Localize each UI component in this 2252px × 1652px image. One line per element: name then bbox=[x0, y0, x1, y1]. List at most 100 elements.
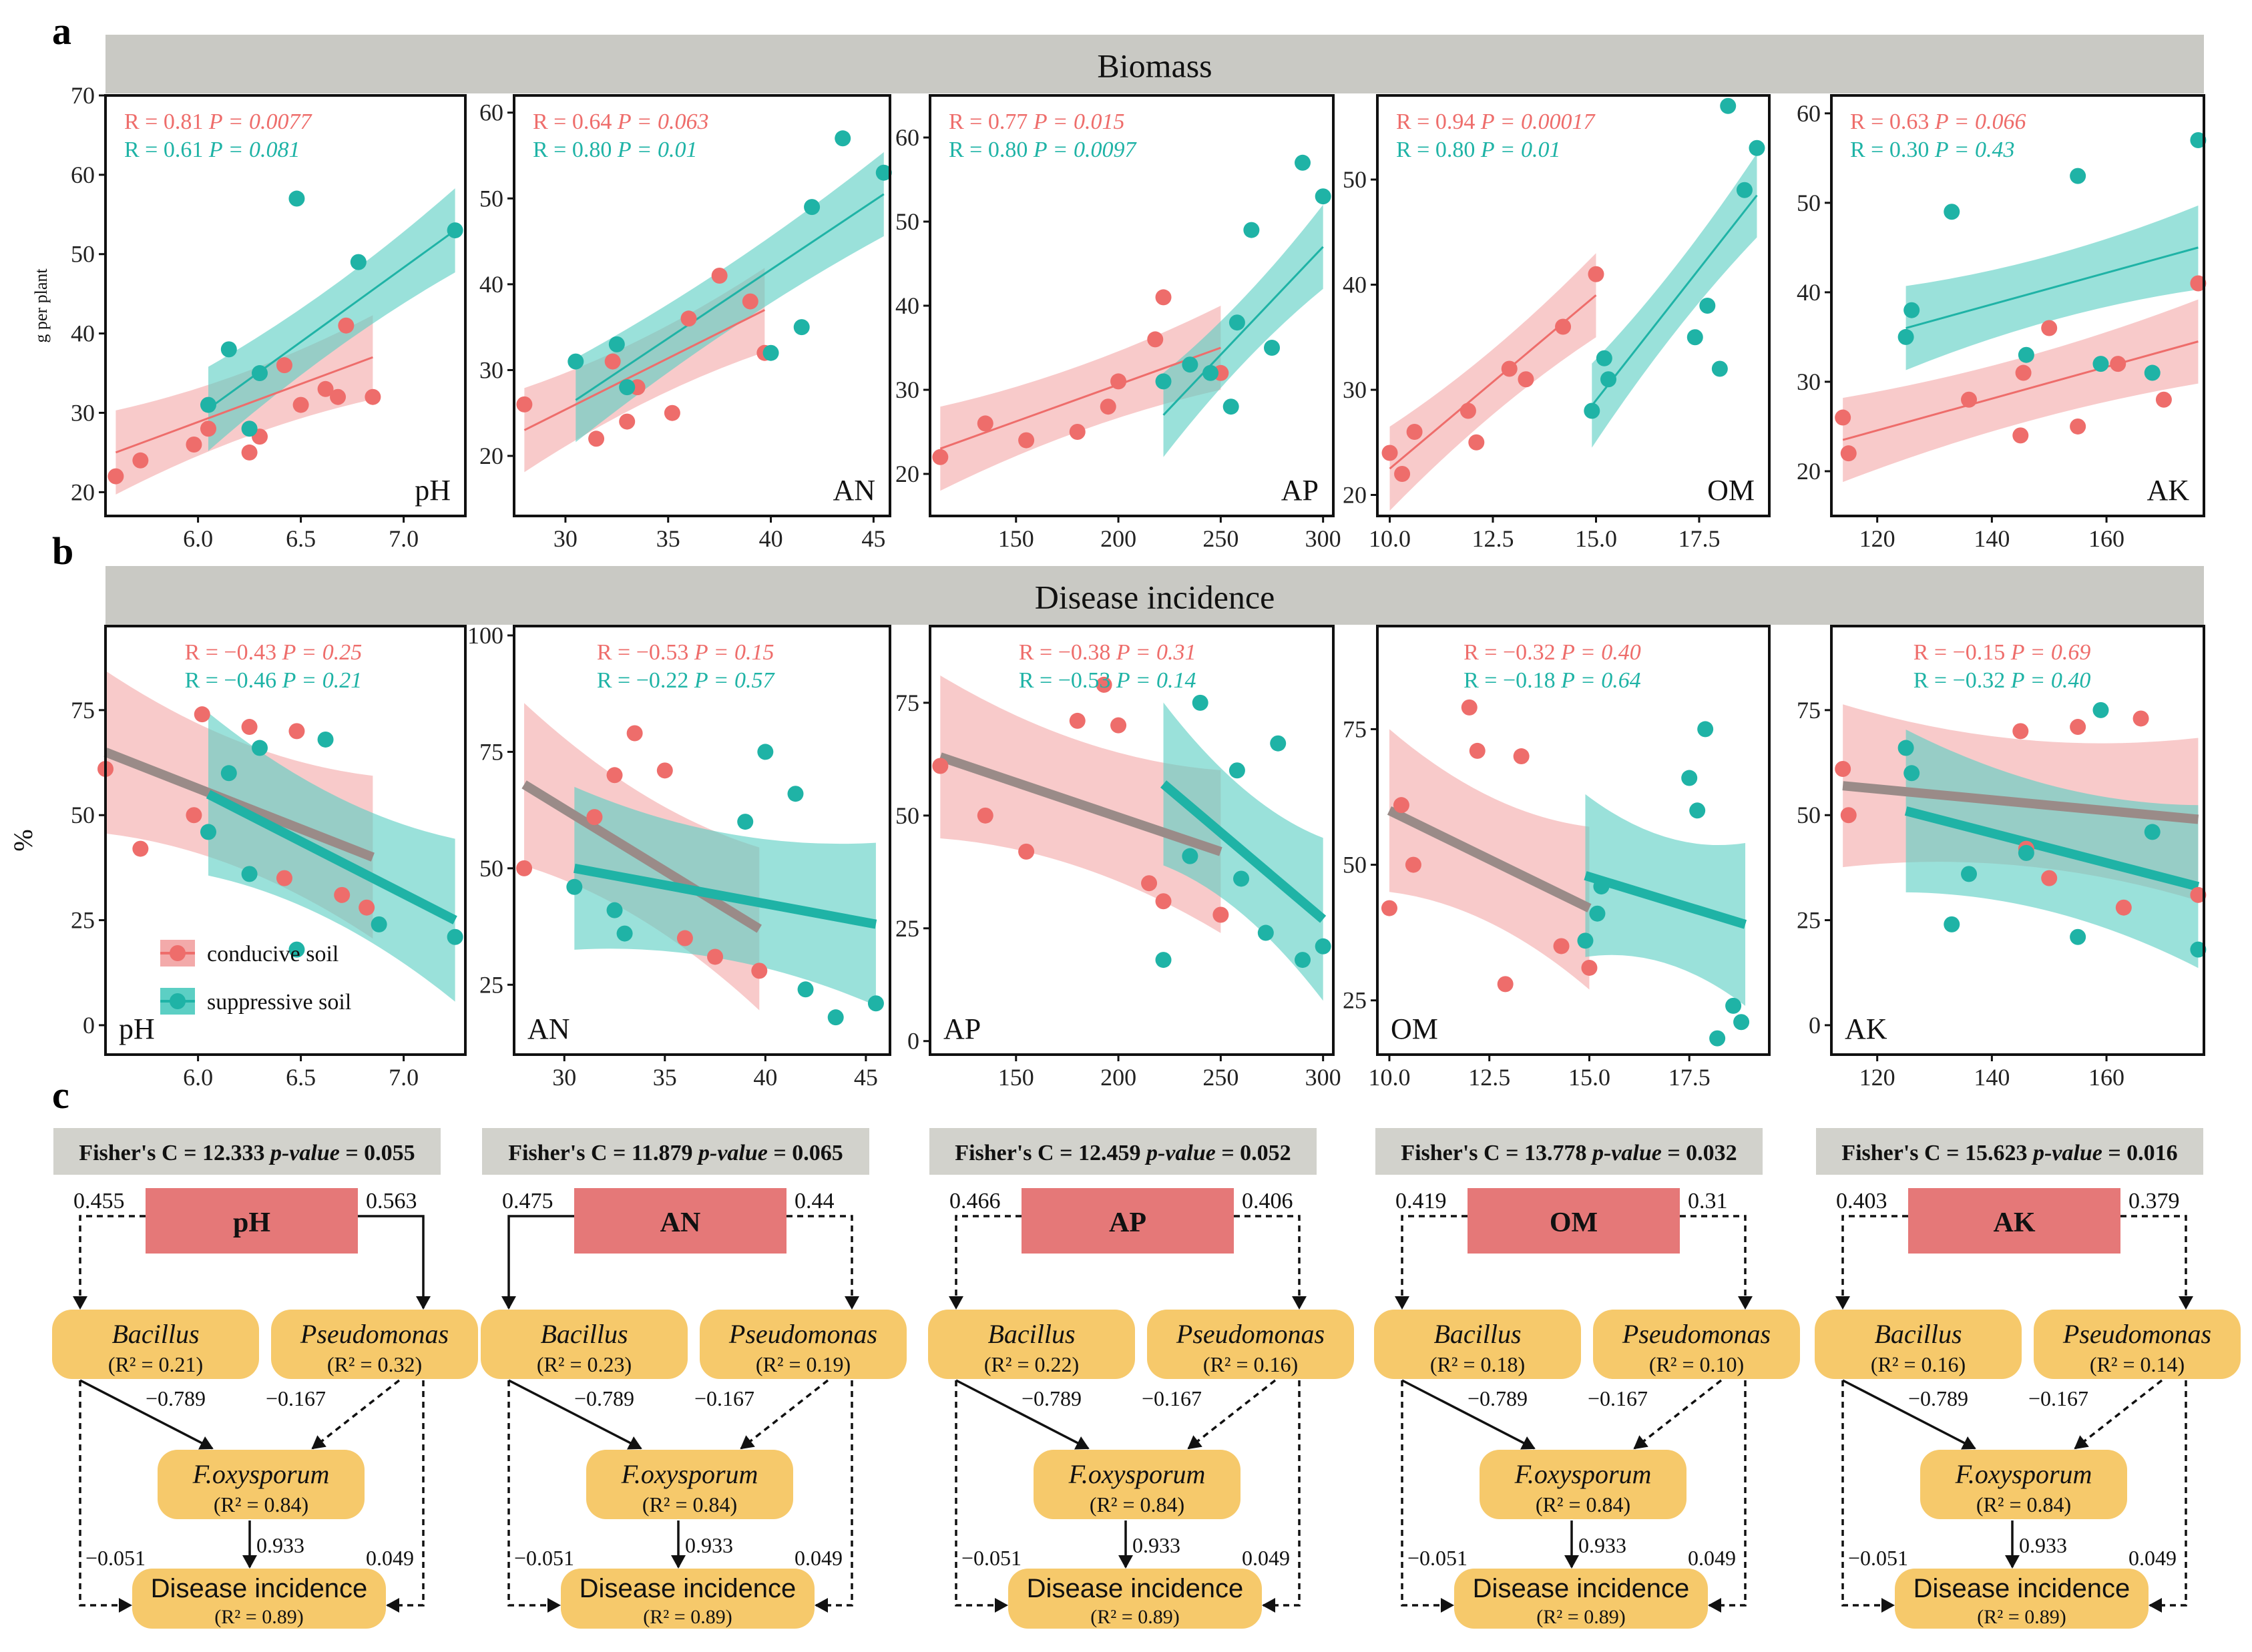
pseudomonas-r2: (R² = 0.32) bbox=[327, 1352, 422, 1376]
panel-ph: 6.0 6.5 7.0 20 30 40 50 60 70 pH R = 0.81 P = 0.00… bbox=[71, 82, 467, 552]
panel-frame bbox=[513, 94, 891, 517]
pseudomonas-r2: (R² = 0.14) bbox=[2090, 1352, 2185, 1376]
fisher-header-bg bbox=[1816, 1128, 2203, 1175]
soil-variable-label: AN bbox=[660, 1207, 701, 1238]
p-value-label: p-value bbox=[268, 1141, 340, 1165]
suppressive-r: R = −0.32 bbox=[1913, 668, 2011, 693]
x-tick-label: 35 bbox=[656, 525, 680, 552]
suppressive-regression-line bbox=[1905, 246, 2199, 329]
conducive-point bbox=[2132, 710, 2149, 727]
arrow-bacillus-foxysporum bbox=[1401, 1379, 1536, 1450]
conducive-point bbox=[1141, 875, 1158, 892]
pseudomonas-label: Pseudomonas bbox=[1622, 1319, 1771, 1349]
conducive-point bbox=[1961, 391, 1978, 408]
suppressive-p: P = 0.081 bbox=[208, 137, 300, 162]
suppressive-r: R = −0.46 bbox=[185, 668, 282, 693]
suppressive-point bbox=[835, 130, 851, 147]
y-tick-label: 40 bbox=[1797, 279, 1821, 306]
x-tick-label: 150 bbox=[998, 1064, 1034, 1091]
y-tick-label: 50 bbox=[71, 241, 95, 268]
conducive-point bbox=[751, 962, 768, 979]
suppressive-p: P = 0.21 bbox=[282, 668, 363, 693]
pseudomonas-label: Pseudomonas bbox=[300, 1319, 449, 1349]
suppressive-stat: R = 0.80 P = 0.0097 bbox=[949, 137, 1137, 162]
suppressive-point bbox=[2018, 844, 2034, 861]
suppressive-point bbox=[447, 928, 463, 945]
coef-var-pseudomonas: 0.563 bbox=[366, 1189, 417, 1213]
sem-ap: Fisher's C = 12.459 p-value = 0.052 AP 0.4… bbox=[928, 1128, 1354, 1629]
conducive-point bbox=[1406, 424, 1423, 440]
pseudomonas-label: Pseudomonas bbox=[1176, 1319, 1325, 1349]
arrow-var-bacillus bbox=[501, 1215, 574, 1310]
conducive-point bbox=[2070, 418, 2086, 435]
p-value-label: p-value bbox=[1590, 1141, 1662, 1165]
arrow-var-bacillus bbox=[1395, 1215, 1468, 1310]
suppressive-regression-line bbox=[1904, 806, 2200, 892]
suppressive-point bbox=[1689, 802, 1706, 819]
suppressive-point bbox=[1697, 721, 1714, 738]
panel-frame bbox=[1830, 94, 2205, 517]
suppressive-point bbox=[1709, 1030, 1726, 1047]
sem-an: Fisher's C = 11.879 p-value = 0.065 AN 0.4… bbox=[481, 1128, 907, 1629]
foxysporum-r2: (R² = 0.84) bbox=[1976, 1492, 2071, 1517]
conducive-point bbox=[680, 310, 697, 327]
panel-variable-label: AK bbox=[2147, 474, 2189, 507]
suppressive-point bbox=[1593, 878, 1610, 895]
suppressive-point bbox=[200, 824, 216, 840]
y-tick-label: 20 bbox=[1797, 458, 1821, 485]
fisher-header: Fisher's C = 12.333 p-value = 0.055 bbox=[79, 1141, 415, 1165]
x-tick-label: 120 bbox=[1859, 1064, 1895, 1091]
pseudomonas-node bbox=[1593, 1310, 1800, 1379]
x-tick-label: 6.5 bbox=[286, 525, 316, 552]
biomass-row: Biomass g per plant 6.0 6.5 7.0 20 30 40 50 60 70 p… bbox=[31, 35, 2207, 552]
conducive-regression-line bbox=[115, 356, 373, 454]
suppressive-point bbox=[1589, 905, 1606, 922]
foxysporum-r2: (R² = 0.84) bbox=[1536, 1492, 1630, 1517]
conducive-point bbox=[194, 706, 210, 723]
y-tick-label: 50 bbox=[895, 802, 919, 829]
coef-bacillus-foxysporum: −0.789 bbox=[574, 1386, 634, 1410]
conducive-point bbox=[1018, 432, 1035, 449]
suppressive-regression-line bbox=[1584, 871, 1747, 929]
y-tick-label: 75 bbox=[895, 690, 919, 716]
conducive-point bbox=[1581, 959, 1598, 976]
conducive-point bbox=[977, 807, 993, 824]
y-tick-label: 60 bbox=[1797, 100, 1821, 127]
conducive-point bbox=[365, 388, 381, 405]
suppressive-point bbox=[827, 1009, 844, 1026]
y-tick-label: 30 bbox=[895, 376, 919, 403]
bacillus-node bbox=[481, 1310, 688, 1379]
fisher-c: Fisher's C = 11.879 bbox=[508, 1141, 698, 1165]
coef-var-bacillus: 0.403 bbox=[1836, 1189, 1887, 1213]
conducive-point bbox=[626, 725, 643, 742]
y-tick-label: 40 bbox=[895, 292, 919, 319]
panel-frame bbox=[929, 625, 1335, 1056]
suppressive-point bbox=[2144, 364, 2161, 381]
conducive-point bbox=[2041, 870, 2058, 886]
conducive-point bbox=[1393, 797, 1409, 814]
conducive-point bbox=[1155, 893, 1172, 910]
suppressive-point bbox=[220, 765, 237, 782]
suppressive-point bbox=[867, 995, 884, 1012]
suppressive-point bbox=[1182, 848, 1198, 864]
coef-bacillus-disease: −0.051 bbox=[1407, 1546, 1468, 1570]
suppressive-regression-line bbox=[208, 229, 456, 410]
arrow-pseudomonas-foxysporum bbox=[311, 1379, 401, 1450]
coef-pseudomonas-foxysporum: −0.167 bbox=[266, 1386, 326, 1410]
conducive-stat: R = 0.63 P = 0.066 bbox=[1850, 109, 2026, 134]
legend-conducive-label: conducive soil bbox=[207, 942, 339, 967]
suppressive-point bbox=[606, 902, 623, 918]
conducive-point bbox=[2012, 427, 2029, 444]
y-tick-label: 50 bbox=[1343, 852, 1367, 878]
suppressive-point bbox=[1725, 997, 1742, 1014]
suppressive-point bbox=[1600, 371, 1617, 388]
y-tick-label: 40 bbox=[479, 271, 503, 298]
panel-frame bbox=[1376, 625, 1771, 1056]
disease-node bbox=[1895, 1569, 2149, 1629]
conducive-point bbox=[2041, 320, 2058, 336]
pseudomonas-label: Pseudomonas bbox=[728, 1319, 877, 1349]
conducive-r: R = 0.77 bbox=[949, 109, 1034, 134]
